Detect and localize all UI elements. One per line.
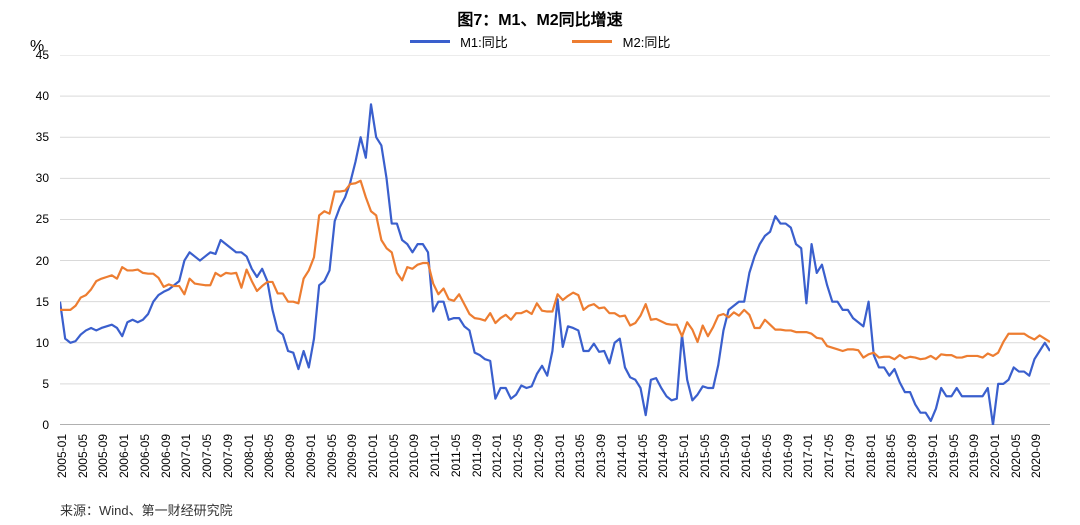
y-tick-label: 20 — [36, 254, 49, 268]
x-tick-label: 2012-01 — [490, 434, 504, 478]
x-tick-label: 2014-01 — [615, 434, 629, 478]
x-tick-label: 2017-01 — [801, 434, 815, 478]
y-axis: 051015202530354045 — [0, 55, 55, 425]
x-tick-label: 2020-09 — [1029, 434, 1043, 478]
x-tick-label: 2013-09 — [594, 434, 608, 478]
x-tick-label: 2018-09 — [905, 434, 919, 478]
series-line-0 — [60, 104, 1050, 425]
legend-swatch-m1 — [410, 40, 450, 43]
y-tick-label: 40 — [36, 89, 49, 103]
x-tick-label: 2009-01 — [304, 434, 318, 478]
x-tick-label: 2005-05 — [76, 434, 90, 478]
x-tick-label: 2007-05 — [200, 434, 214, 478]
x-tick-label: 2008-05 — [262, 434, 276, 478]
x-tick-label: 2007-09 — [221, 434, 235, 478]
x-tick-label: 2012-05 — [511, 434, 525, 478]
legend: M1:同比 M2:同比 — [0, 32, 1080, 51]
x-tick-label: 2005-01 — [55, 434, 69, 478]
x-tick-label: 2019-01 — [926, 434, 940, 478]
x-tick-label: 2011-05 — [449, 434, 463, 477]
x-tick-label: 2017-09 — [843, 434, 857, 478]
x-tick-label: 2015-09 — [718, 434, 732, 478]
plot-area — [60, 55, 1050, 425]
x-tick-label: 2012-09 — [532, 434, 546, 478]
x-tick-label: 2016-09 — [781, 434, 795, 478]
source-label: 来源：Wind、第一财经研究院 — [60, 500, 233, 519]
x-tick-label: 2017-05 — [822, 434, 836, 478]
chart-title: 图7：M1、M2同比增速 — [0, 0, 1080, 30]
x-tick-label: 2010-09 — [407, 434, 421, 478]
x-tick-label: 2010-05 — [387, 434, 401, 478]
x-tick-label: 2006-05 — [138, 434, 152, 478]
y-tick-label: 25 — [36, 212, 49, 226]
plot-svg — [60, 55, 1050, 425]
legend-item-m2: M2:同比 — [572, 32, 670, 51]
y-tick-label: 15 — [36, 295, 49, 309]
x-tick-label: 2006-09 — [159, 434, 173, 478]
x-tick-label: 2009-05 — [325, 434, 339, 478]
x-tick-label: 2010-01 — [366, 434, 380, 478]
y-tick-label: 35 — [36, 130, 49, 144]
x-tick-label: 2014-09 — [656, 434, 670, 478]
x-tick-label: 2008-01 — [242, 434, 256, 478]
x-tick-label: 2019-05 — [947, 434, 961, 478]
x-tick-label: 2009-09 — [345, 434, 359, 478]
legend-swatch-m2 — [572, 40, 612, 43]
x-tick-label: 2019-09 — [967, 434, 981, 478]
x-tick-label: 2015-05 — [698, 434, 712, 478]
x-tick-label: 2011-09 — [470, 434, 484, 477]
x-tick-label: 2007-01 — [179, 434, 193, 478]
x-tick-label: 2016-05 — [760, 434, 774, 478]
x-tick-label: 2014-05 — [636, 434, 650, 478]
x-tick-label: 2011-01 — [428, 434, 442, 477]
legend-item-m1: M1:同比 — [410, 32, 508, 51]
y-tick-label: 5 — [42, 377, 49, 391]
x-tick-label: 2006-01 — [117, 434, 131, 478]
x-axis: 2005-012005-052005-092006-012006-052006-… — [60, 428, 1050, 498]
chart-container: 图7：M1、M2同比增速 M1:同比 M2:同比 % 0510152025303… — [0, 0, 1080, 525]
x-tick-label: 2013-05 — [573, 434, 587, 478]
y-tick-label: 30 — [36, 171, 49, 185]
y-tick-label: 10 — [36, 336, 49, 350]
x-tick-label: 2008-09 — [283, 434, 297, 478]
y-tick-label: 45 — [36, 48, 49, 62]
x-tick-label: 2016-01 — [739, 434, 753, 478]
x-tick-label: 2005-09 — [96, 434, 110, 478]
y-tick-label: 0 — [42, 418, 49, 432]
legend-label-m2: M2:同比 — [623, 35, 671, 50]
x-tick-label: 2020-01 — [988, 434, 1002, 478]
x-tick-label: 2013-01 — [553, 434, 567, 478]
x-tick-label: 2018-01 — [864, 434, 878, 478]
legend-label-m1: M1:同比 — [460, 35, 508, 50]
x-tick-label: 2015-01 — [677, 434, 691, 478]
x-tick-label: 2020-05 — [1009, 434, 1023, 478]
x-tick-label: 2018-05 — [884, 434, 898, 478]
